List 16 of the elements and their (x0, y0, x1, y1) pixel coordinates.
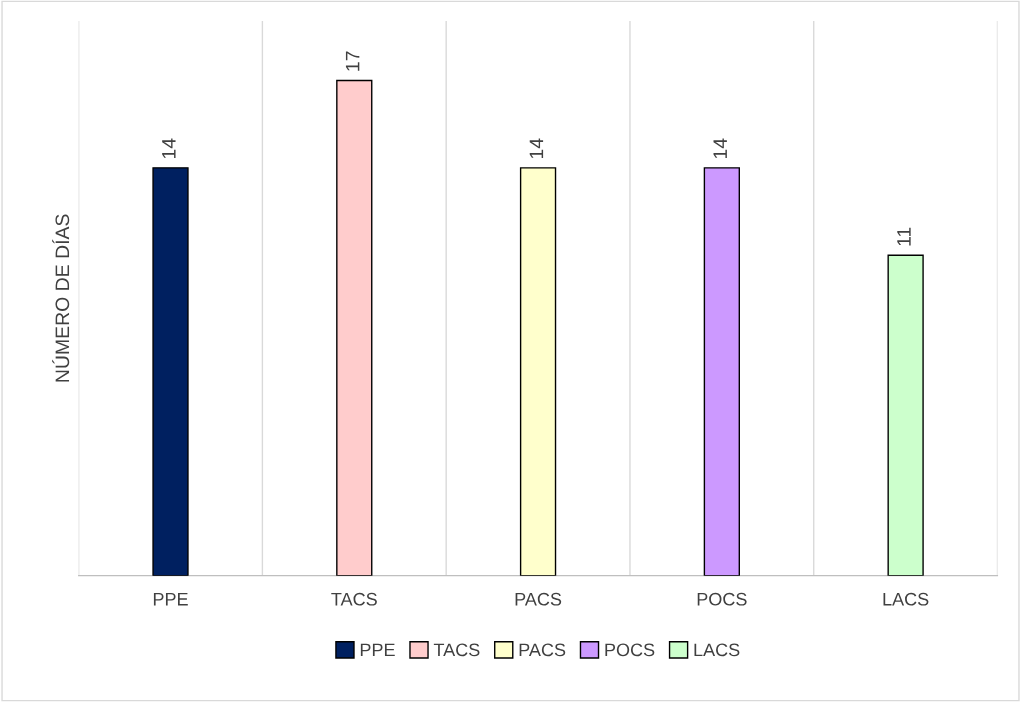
legend-label: POCS (605, 643, 655, 657)
legend-label: TACS (433, 643, 480, 657)
legend-label: LACS (694, 643, 740, 657)
x-tick-label: PPE (153, 592, 188, 606)
y-axis-title: NÚMERO DE DÍAS (52, 214, 70, 382)
data-label: 14 (162, 138, 176, 159)
data-label: 14 (529, 138, 544, 159)
data-label: 17 (345, 51, 360, 71)
x-tick-label: LACS (883, 592, 929, 606)
x-tick-label: TACS (331, 592, 377, 606)
data-label: 14 (713, 138, 727, 159)
legend-label: PPE (360, 643, 395, 657)
x-tick-label: POCS (697, 592, 747, 606)
data-label: 11 (897, 227, 911, 246)
x-tick-label: PACS (515, 592, 562, 606)
legend-label: PACS (519, 643, 566, 657)
